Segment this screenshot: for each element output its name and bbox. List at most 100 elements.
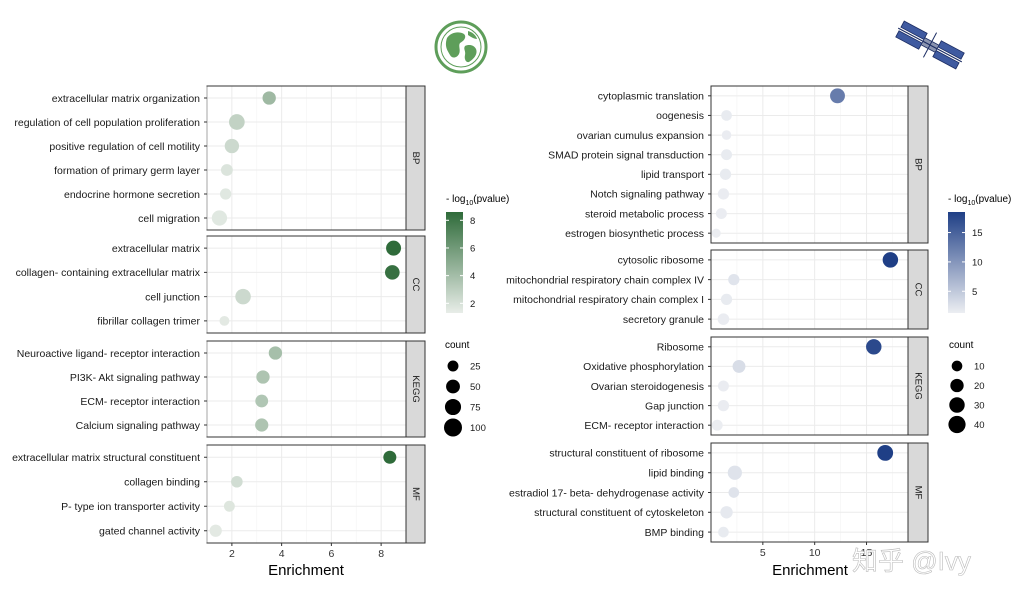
facet-panel-kegg: Ribosome Oxidative phosphorylation Ovarian…: [583, 336, 929, 436]
term-point: [211, 210, 228, 226]
facet-strip-label: MF: [913, 486, 924, 500]
size-legend-title: count: [445, 340, 470, 351]
term-label: estradiol 17- beta- dehydrogenase activi…: [509, 487, 705, 499]
term-label: ECM- receptor interaction: [584, 420, 704, 432]
size-legend-label: 30: [974, 401, 985, 412]
term-point: [231, 475, 243, 488]
term-label: steroid metabolic process: [585, 208, 704, 220]
term-label: extracellular matrix: [112, 243, 201, 255]
size-legend-title: count: [949, 340, 974, 351]
term-label: cell junction: [145, 291, 200, 303]
color-legend-label: 15: [972, 228, 983, 239]
size-legend-point: [950, 378, 964, 393]
term-point: [711, 228, 721, 238]
term-label: Ovarian steroidogenesis: [591, 381, 704, 393]
x-tick-label: 4: [279, 548, 285, 560]
term-point: [717, 399, 730, 412]
term-point: [727, 465, 742, 480]
facet-strip-label: BP: [410, 152, 421, 165]
size-legend-label: 25: [470, 362, 481, 373]
facet-panel-kegg: Neuroactive ligand- receptor interaction…: [17, 340, 426, 438]
term-label: P- type ion transporter activity: [61, 501, 201, 513]
term-point: [229, 114, 245, 130]
facet-strip-label: CC: [410, 278, 421, 292]
term-label: cell migration: [138, 213, 200, 225]
facet-strip: [907, 85, 929, 244]
term-point: [866, 339, 882, 355]
term-point: [717, 188, 730, 200]
term-label: regulation of cell population proliferat…: [14, 117, 200, 129]
term-label: formation of primary germ layer: [54, 165, 200, 177]
size-legend-label: 10: [974, 362, 985, 373]
watermark-text: 知乎 @Ivy: [852, 546, 971, 576]
term-point: [721, 130, 732, 140]
term-label: SMAD protein signal transduction: [548, 149, 704, 161]
term-label: collagen- containing extracellular matri…: [16, 267, 201, 279]
globe-icon: [434, 20, 488, 74]
term-label: cytosolic ribosome: [618, 255, 705, 267]
term-point: [268, 346, 283, 360]
x-tick-label: 6: [328, 548, 334, 560]
term-point: [717, 313, 730, 325]
term-point: [219, 188, 232, 200]
term-label: endocrine hormone secretion: [64, 189, 200, 201]
term-point: [877, 444, 894, 461]
color-legend-label: 10: [972, 257, 983, 268]
size-legend-label: 100: [470, 423, 486, 434]
x-axis: 2 4 6 8 Enrichment: [229, 543, 384, 579]
term-label: extracellular matrix organization: [52, 93, 200, 105]
term-label: estrogen biosynthetic process: [565, 228, 704, 240]
x-tick-label: 10: [809, 547, 821, 559]
term-point: [719, 168, 732, 180]
term-point: [220, 164, 233, 176]
x-axis-title: Enrichment: [268, 562, 345, 579]
term-label: Notch signaling pathway: [590, 189, 705, 201]
term-label: Gap junction: [645, 400, 704, 412]
panel-background: [710, 85, 909, 244]
term-label: lipid binding: [649, 468, 705, 480]
size-legend-point: [444, 398, 462, 416]
facet-panel-mf: structural constituent of ribosome lipid …: [509, 442, 929, 543]
term-point: [224, 138, 240, 154]
facet-strip: [405, 85, 426, 231]
term-label: gated channel activity: [99, 526, 201, 538]
color-legend: - log10(pvalue) 5 10 15: [948, 194, 1011, 313]
term-label: secretory granule: [623, 314, 704, 326]
term-label: Ribosome: [657, 342, 704, 354]
color-bar: [948, 212, 965, 313]
term-label: BMP binding: [645, 527, 705, 539]
facet-panel-mf: extracellular matrix structural constitu…: [12, 444, 426, 544]
size-legend-label: 20: [974, 381, 985, 392]
term-point: [385, 265, 400, 280]
term-point: [386, 240, 402, 256]
term-point: [256, 370, 270, 384]
term-point: [830, 88, 845, 104]
facet-strip: [907, 336, 929, 436]
facet-strip-label: BP: [913, 158, 924, 171]
facet-strip: [907, 442, 929, 543]
term-point: [219, 315, 230, 326]
term-label: Neuroactive ligand- receptor interaction: [17, 348, 200, 360]
size-legend-point: [444, 418, 462, 437]
panel-background: [710, 249, 909, 330]
size-legend-point: [447, 360, 459, 372]
term-point: [720, 293, 733, 306]
term-point: [209, 524, 222, 537]
color-legend-label: 5: [972, 287, 977, 298]
color-legend: - log10(pvalue) 2 4 6 8: [446, 194, 509, 313]
term-label: structural constituent of cytoskeleton: [534, 507, 704, 519]
term-label: ECM- receptor interaction: [80, 396, 200, 408]
right-dot-plot: cytoplasmic translation oogenesis ovarian …: [506, 85, 1011, 579]
color-legend-title: - log10(pvalue): [446, 194, 509, 207]
term-label: ovarian cumulus expansion: [577, 130, 704, 142]
facet-strip-label: KEGG: [913, 372, 924, 399]
term-point: [711, 419, 723, 431]
x-tick-label: 5: [760, 547, 766, 559]
term-label: extracellular matrix structural constitu…: [12, 452, 200, 464]
size-legend-point: [948, 415, 966, 434]
term-point: [255, 394, 269, 408]
color-legend-title: - log10(pvalue): [948, 194, 1011, 207]
term-label: fibrillar collagen trimer: [97, 316, 200, 328]
